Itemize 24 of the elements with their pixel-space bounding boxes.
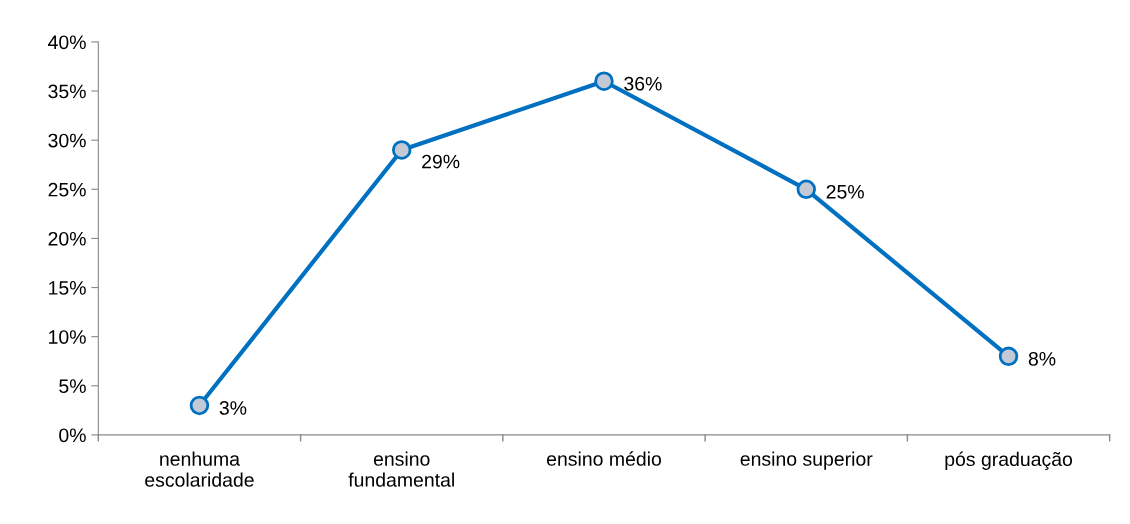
- y-tick-label: 5%: [59, 379, 86, 394]
- data-label: 3%: [219, 401, 247, 415]
- data-label: 25%: [826, 184, 864, 199]
- point: [998, 346, 1019, 367]
- y-tick-label: 15%: [49, 281, 86, 295]
- y-tick-label: 25%: [48, 182, 86, 197]
- x-tick-label: ensino médio: [546, 451, 661, 466]
- data-label: 29%: [422, 154, 460, 169]
- x-tick-label: pós graduação: [945, 451, 1073, 471]
- data-label: 36%: [624, 76, 662, 91]
- y-tick-label: 30%: [48, 133, 86, 148]
- y-tick-label: 35%: [48, 84, 86, 99]
- y-tick-label: 0%: [59, 428, 86, 443]
- x-tick-label: ensino fundamental: [348, 451, 454, 487]
- point: [189, 395, 210, 416]
- data-label: 8%: [1028, 351, 1056, 366]
- point: [594, 71, 614, 91]
- y-tick-label: 10%: [49, 330, 86, 344]
- y-tick-label: 40%: [48, 35, 86, 50]
- x-tick-label: nenhuma escolaridade: [145, 451, 254, 487]
- point: [391, 140, 412, 160]
- x-tick-label: ensino superior: [740, 451, 873, 470]
- y-tick-label: 20%: [48, 231, 86, 246]
- point: [796, 179, 816, 200]
